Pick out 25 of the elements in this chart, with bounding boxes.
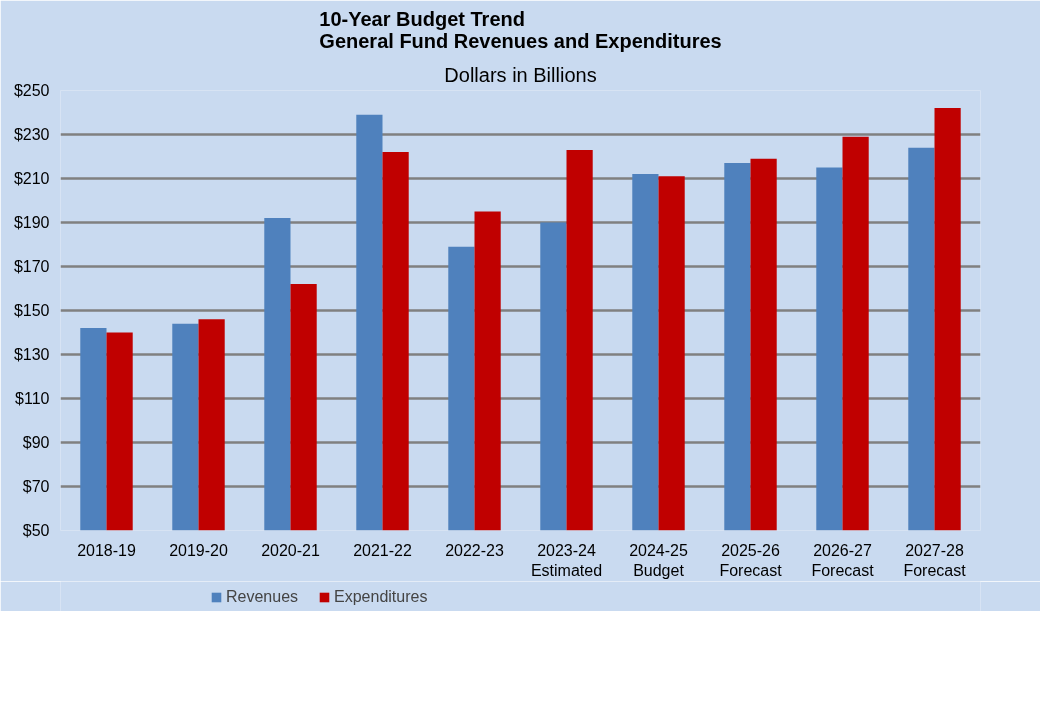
y-tick-label: $90 — [22, 434, 50, 451]
chart-subtitle: Dollars in Billions — [444, 63, 597, 86]
y-tick-label: $70 — [22, 478, 50, 495]
x-tick-label: 2024-25 Budget — [629, 541, 688, 579]
x-tick-label: 2025-26 Forecast — [719, 541, 783, 579]
x-tick-label: 2019-20 — [169, 541, 228, 559]
y-tick-label: $110 — [15, 390, 50, 407]
y-tick-label: $170 — [13, 258, 50, 275]
y-tick-label: $190 — [13, 214, 50, 231]
x-tick-label: 2018-19 — [77, 541, 136, 559]
x-tick-label: 2021-22 — [353, 541, 412, 559]
x-tick-label: 2027-28 Forecast — [903, 541, 967, 579]
legend-label: Expenditures — [334, 588, 428, 606]
x-tick-label: 2023-24 Estimated — [530, 541, 603, 579]
x-tick-label: 2026-27 Forecast — [811, 541, 875, 579]
y-tick-label: $230 — [13, 126, 50, 143]
y-tick-label: $50 — [22, 522, 50, 539]
chart-title: 10-Year Budget Trend General Fund Revenues and Expenditures — [319, 7, 722, 52]
y-tick-label: $250 — [13, 82, 50, 99]
y-tick-label: $210 — [13, 170, 50, 187]
x-tick-label: 2022-23 — [445, 541, 504, 559]
legend-label: Revenues — [226, 588, 299, 606]
y-tick-label: $150 — [13, 302, 50, 319]
x-tick-label: 2020-21 — [261, 541, 320, 559]
y-tick-label: $130 — [13, 346, 50, 363]
